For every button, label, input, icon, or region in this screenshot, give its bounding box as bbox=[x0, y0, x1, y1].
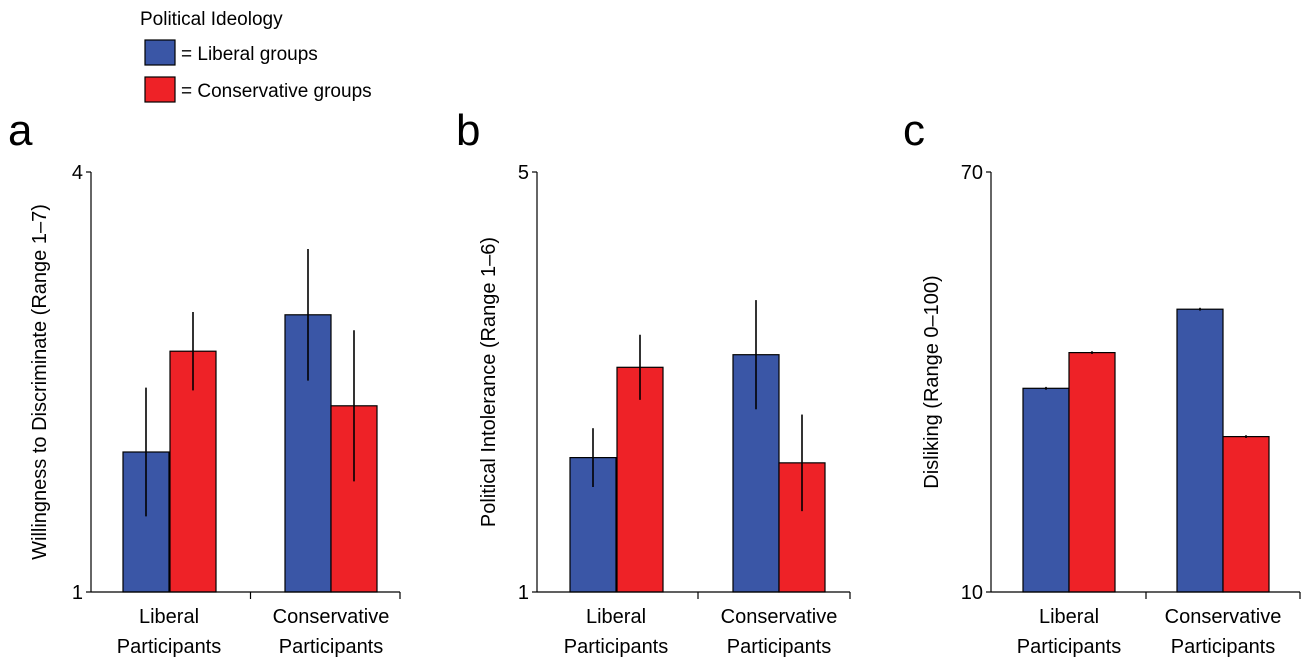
x-tick-label: Participants bbox=[727, 636, 832, 658]
y-axis-label: Willingness to Discriminate (Range 1–7) bbox=[29, 204, 51, 560]
y-tick-label: 10 bbox=[961, 582, 983, 604]
legend-label-liberal: = Liberal groups bbox=[181, 44, 318, 65]
x-tick-label: Participants bbox=[279, 636, 384, 658]
legend: Political Ideology = Liberal groups = Co… bbox=[140, 9, 372, 103]
bar-conservative-0 bbox=[169, 350, 217, 593]
x-tick-label: Participants bbox=[117, 636, 222, 658]
x-tick-label: Liberal bbox=[586, 606, 646, 628]
x-tick-label: Conservative bbox=[721, 606, 838, 628]
panel-a: a Willingness to Discriminate (Range 1–7)… bbox=[8, 106, 401, 658]
panel-c: c Disliking (Range 0–100) 10 70 Liberal Parti… bbox=[903, 106, 1301, 658]
y-tick-label: 1 bbox=[72, 582, 83, 604]
x-tick-label: Liberal bbox=[139, 606, 199, 628]
y-tick-label: 5 bbox=[518, 162, 529, 184]
x-tick-label: Conservative bbox=[1165, 606, 1282, 628]
y-tick-label: 4 bbox=[72, 162, 83, 184]
legend-label-conservative: = Conservative groups bbox=[181, 81, 372, 102]
y-axis-label: Disliking (Range 0–100) bbox=[921, 275, 943, 488]
panel-label: c bbox=[903, 106, 925, 155]
x-tick-label: Participants bbox=[1017, 636, 1122, 658]
bar-conservative-1 bbox=[1222, 436, 1270, 593]
y-tick-label: 1 bbox=[518, 582, 529, 604]
panel-b: b Political Intolerance (Range 1–6) 1 5 Libe… bbox=[456, 106, 851, 658]
x-tick-label: Liberal bbox=[1039, 606, 1099, 628]
bar-liberal-0 bbox=[1022, 387, 1070, 593]
x-tick-label: Conservative bbox=[273, 606, 390, 628]
bar-conservative-0 bbox=[1068, 352, 1116, 593]
legend-swatch-liberal bbox=[144, 39, 176, 66]
x-tick-label: Participants bbox=[1171, 636, 1276, 658]
legend-title: Political Ideology bbox=[140, 9, 283, 30]
x-tick-label: Participants bbox=[564, 636, 669, 658]
bar-conservative-0 bbox=[616, 366, 664, 593]
panel-label: a bbox=[8, 106, 33, 155]
y-tick-label: 70 bbox=[961, 162, 983, 184]
y-axis-label: Political Intolerance (Range 1–6) bbox=[478, 237, 500, 527]
legend-swatch-conservative bbox=[144, 76, 176, 103]
bar-liberal-1 bbox=[1176, 308, 1224, 593]
panel-label: b bbox=[456, 106, 480, 155]
